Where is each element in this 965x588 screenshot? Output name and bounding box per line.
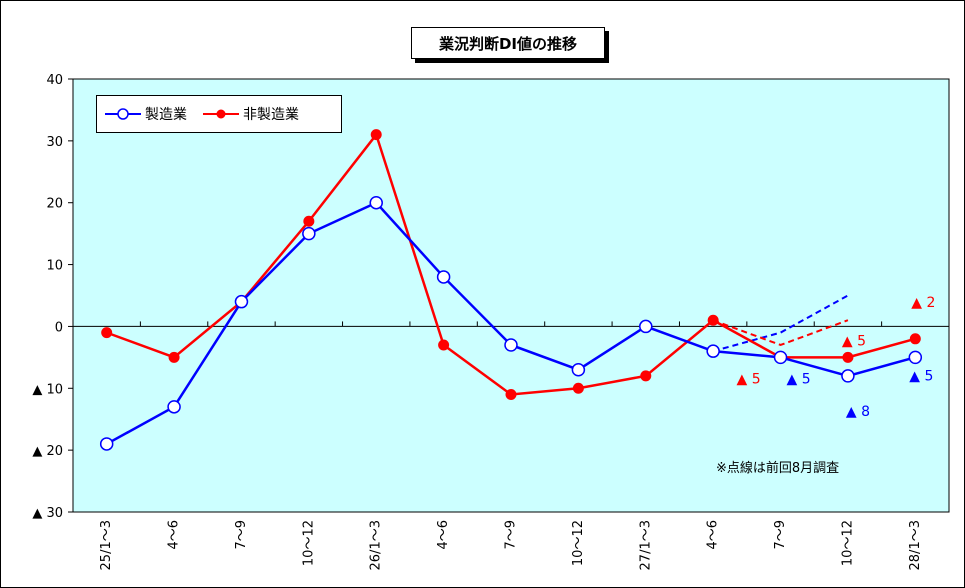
point-manufacturing — [571, 362, 586, 377]
data-label: ▲ 5 — [842, 333, 866, 349]
point-manufacturing — [302, 226, 316, 241]
point-manufacturing — [639, 319, 653, 334]
y-tick-label: 40 — [46, 73, 63, 88]
legend-marker-non-manufacturing-icon — [203, 109, 239, 119]
y-tick-label: 10 — [46, 259, 63, 274]
point-non-manufacturing — [168, 351, 180, 363]
point-non-manufacturing — [909, 333, 921, 345]
legend-label-manufacturing: 製造業 — [145, 107, 187, 123]
point-non-manufacturing — [842, 351, 854, 363]
data-label: ▲ 5 — [787, 371, 811, 387]
point-non-manufacturing — [303, 215, 315, 227]
legend-marker-manufacturing-icon — [105, 108, 141, 120]
point-non-manufacturing — [640, 370, 652, 382]
point-non-manufacturing — [101, 327, 113, 339]
point-manufacturing — [504, 338, 518, 352]
previous-forecast-line — [712, 319, 849, 347]
plot-area — [72, 78, 950, 513]
x-tick-label: 10～12 — [301, 520, 316, 566]
point-non-manufacturing — [438, 339, 450, 351]
previous-forecast-line — [712, 294, 849, 353]
point-manufacturing — [436, 270, 451, 284]
legend-item-manufacturing: 製造業 — [105, 104, 187, 124]
x-tick-label: 7～9 — [234, 520, 249, 550]
data-label: ▲ 5 — [737, 371, 761, 387]
data-label: ▲ 5 — [909, 368, 933, 384]
y-tick-label: ▲ 30 — [32, 506, 63, 521]
y-tick-label: 30 — [46, 135, 63, 150]
x-tick-label: 7～9 — [773, 520, 788, 550]
x-tick-label: 10～12 — [840, 520, 855, 566]
point-manufacturing — [369, 195, 383, 210]
y-tick-label: 20 — [46, 197, 63, 212]
point-manufacturing — [773, 350, 788, 365]
x-tick-label: 4～6 — [436, 520, 451, 550]
point-manufacturing — [99, 437, 114, 451]
legend-item-non-manufacturing: 非製造業 — [203, 104, 299, 124]
point-manufacturing — [706, 344, 720, 358]
point-non-manufacturing — [505, 388, 517, 400]
y-tick-label: ▲ 20 — [32, 444, 63, 459]
point-non-manufacturing — [572, 382, 584, 394]
y-tick-label: ▲ 10 — [32, 382, 63, 397]
point-manufacturing — [234, 294, 249, 309]
legend: 製造業 非製造業 — [96, 95, 342, 133]
data-label: ▲ 8 — [846, 404, 870, 420]
point-manufacturing — [167, 400, 181, 414]
legend-label-non-manufacturing: 非製造業 — [243, 107, 299, 123]
chart-title: 業況判断DI値の推移 — [411, 27, 605, 59]
chart-note: ※点線は前回8月調査 — [716, 461, 840, 476]
x-tick-label: 27/1～3 — [638, 520, 653, 570]
x-tick-label: 26/1～3 — [369, 520, 384, 570]
x-tick-label: 4～6 — [167, 520, 182, 550]
point-non-manufacturing — [370, 129, 382, 141]
point-manufacturing — [841, 369, 855, 383]
data-label: ▲ 2 — [911, 295, 935, 311]
point-non-manufacturing — [707, 314, 719, 326]
y-tick-label: 0 — [55, 320, 63, 335]
x-tick-label: 10～12 — [571, 520, 586, 566]
x-tick-label: 25/1～3 — [99, 520, 114, 570]
x-tick-label: 7～9 — [504, 520, 519, 550]
point-manufacturing — [908, 350, 923, 365]
x-tick-label: 28/1～3 — [908, 520, 923, 570]
x-tick-label: 4～6 — [706, 520, 721, 550]
